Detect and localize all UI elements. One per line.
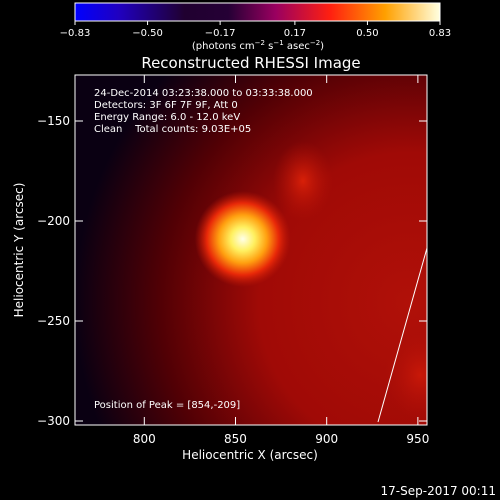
y-axis-ticks: −150 −200 −250 −300	[37, 114, 427, 428]
annotation-energy: Energy Range: 6.0 - 12.0 keV	[94, 112, 240, 123]
colorbar-tick-label: 0.50	[356, 28, 378, 39]
annotation-detectors: Detectors: 3F 6F 7F 9F, Att 0	[94, 100, 238, 111]
limb-line	[377, 247, 427, 423]
y-tick-label: −250	[37, 314, 70, 328]
x-tick-label: 850	[224, 432, 247, 446]
colorbar-tick-label: −0.83	[60, 28, 91, 39]
x-tick-label: 900	[315, 432, 338, 446]
annotation-peak-position: Position of Peak = [854,-209]	[94, 400, 240, 411]
image-area	[75, 75, 427, 425]
y-tick-label: −200	[37, 214, 70, 228]
right-edge-source	[385, 330, 427, 420]
x-tick-label: 800	[133, 432, 156, 446]
y-axis-label: Heliocentric Y (arcsec)	[12, 183, 26, 318]
peak-source	[194, 191, 291, 287]
x-tick-label: 950	[406, 432, 429, 446]
secondary-source	[272, 141, 333, 221]
colorbar-tick-label: −0.17	[205, 28, 236, 39]
x-axis-label: Heliocentric X (arcsec)	[182, 448, 318, 462]
colorbar-tick-label: 0.83	[429, 28, 451, 39]
colorbar-ticks: −0.83 −0.50 −0.17 0.17 0.50 0.83	[60, 21, 451, 39]
colorbar-tick-label: −0.50	[132, 28, 163, 39]
y-tick-label: −300	[37, 414, 70, 428]
colorbar-unit-label: (photons cm−2 s−1 asec−2)	[192, 39, 324, 52]
footer-date: 17-Sep-2017 00:11	[381, 484, 496, 498]
plot-frame	[74, 74, 428, 426]
colorbar	[74, 2, 441, 22]
annotation-clean: Clean Total counts: 9.03E+05	[94, 124, 251, 135]
x-axis-ticks: 800 850 900 950	[133, 75, 429, 446]
chart-title: Reconstructed RHESSI Image	[141, 54, 360, 72]
annotation-time-range: 24-Dec-2014 03:23:38.000 to 03:33:38.000	[94, 88, 313, 99]
colorbar-tick-label: 0.17	[284, 28, 306, 39]
y-tick-label: −150	[37, 114, 70, 128]
